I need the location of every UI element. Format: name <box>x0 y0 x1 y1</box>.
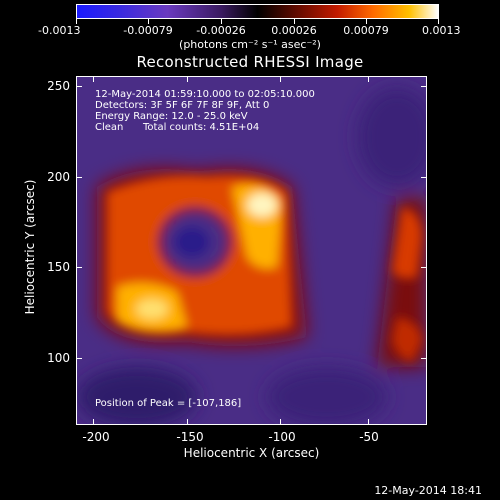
info-method: Clean <box>95 122 124 133</box>
colorbar-tick <box>221 19 222 24</box>
y-tick-label: 150 <box>47 260 70 274</box>
colorbar-tick <box>366 19 367 24</box>
y-axis-label: Heliocentric Y (arcsec) <box>23 179 37 315</box>
info-peak-position: Position of Peak = [-107,186] <box>95 398 242 409</box>
colorbar-label: -0.0013 <box>38 24 81 37</box>
y-tick <box>421 177 427 178</box>
x-tick <box>93 76 94 82</box>
colorbar-tick <box>148 19 149 24</box>
x-tick <box>187 76 188 82</box>
y-tick-label: 200 <box>47 170 70 184</box>
x-tick-label: -50 <box>359 430 379 444</box>
y-tick <box>76 177 82 178</box>
y-tick-label: 100 <box>47 351 70 365</box>
colorbar-label: -0.00026 <box>196 24 246 37</box>
x-tick <box>280 76 281 82</box>
x-tick <box>368 76 369 82</box>
x-tick <box>187 419 188 425</box>
colorbar-label: 0.00026 <box>271 24 317 37</box>
x-tick <box>93 419 94 425</box>
y-tick <box>76 267 82 268</box>
colorbar-tick <box>76 19 77 24</box>
y-tick <box>421 86 427 87</box>
rhessi-image <box>77 77 426 424</box>
x-tick <box>280 419 281 425</box>
info-total-counts: Total counts: 4.51E+04 <box>143 122 260 133</box>
plot-title: Reconstructed RHESSI Image <box>136 53 364 71</box>
info-time-range: 12-May-2014 01:59:10.000 to 02:05:10.000 <box>95 89 315 100</box>
image-plot: 12-May-2014 01:59:10.000 to 02:05:10.000… <box>76 76 427 425</box>
y-tick-label: 250 <box>47 79 70 93</box>
x-axis-label: Heliocentric X (arcsec) <box>183 446 320 460</box>
colorbar-label: 0.0013 <box>422 24 461 37</box>
colorbar-label: -0.00079 <box>123 24 173 37</box>
colorbar-tick <box>438 19 439 24</box>
x-tick-label: -100 <box>268 430 296 444</box>
colorbar <box>76 4 439 19</box>
colorbar-units: (photons cm⁻² s⁻¹ asec⁻²) <box>179 38 321 51</box>
y-tick <box>421 358 427 359</box>
info-energy-range: Energy Range: 12.0 - 25.0 keV <box>95 111 248 122</box>
y-tick <box>421 267 427 268</box>
x-tick-label: -150 <box>176 430 204 444</box>
x-tick <box>368 419 369 425</box>
info-detectors: Detectors: 3F 5F 6F 7F 8F 9F, Att 0 <box>95 100 270 111</box>
colorbar-tick <box>294 19 295 24</box>
x-tick-label: -200 <box>82 430 110 444</box>
colorbar-label: 0.00079 <box>343 24 389 37</box>
y-tick <box>76 86 82 87</box>
y-tick <box>76 358 82 359</box>
render-timestamp: 12-May-2014 18:41 <box>374 484 482 497</box>
